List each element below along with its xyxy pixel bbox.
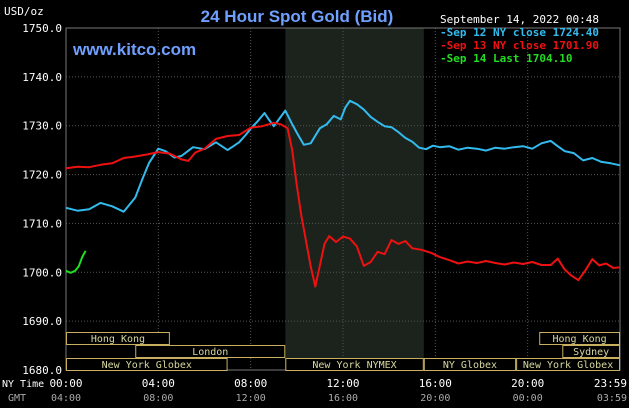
x-tick-label-ny: 23:59 [594, 377, 627, 390]
x-tick-label-ny: 08:00 [234, 377, 267, 390]
legend-entry: -Sep 14 Last 1704.10 [440, 52, 572, 65]
chart-title: 24 Hour Spot Gold (Bid) [201, 7, 394, 26]
price-series [65, 99, 621, 288]
nymex-shaded-region [285, 28, 424, 370]
session-label: New York Globex [523, 360, 613, 371]
session-box [135, 345, 286, 358]
x-row-label-ny: NY Time [2, 379, 44, 390]
x-tick-label-gmt: 03:59 [597, 393, 627, 404]
y-axis: 1750.0 1740.0 1730.0 1720.0 1710.0 1700.0 1690… [22, 22, 62, 377]
session-label: London [192, 347, 228, 358]
session-label: Hong Kong [553, 334, 607, 345]
x-row-label-gmt: GMT [8, 393, 26, 404]
session-label: NY Globex [443, 360, 497, 371]
x-tick-label-ny: 16:00 [419, 377, 452, 390]
session-box [562, 345, 621, 358]
session-box [423, 358, 517, 371]
session-label: Hong Kong [91, 334, 145, 345]
y-tick-label: 1730.0 [22, 120, 62, 133]
session-box [539, 332, 620, 345]
x-tick-label-gmt: 00:00 [513, 393, 543, 404]
series-line-2 [65, 121, 621, 288]
x-tick-label-ny: 20:00 [511, 377, 544, 390]
y-tick-label: 1740.0 [22, 71, 62, 84]
session-box [516, 358, 620, 371]
series-line-3 [65, 250, 87, 274]
legend: -Sep 12 NY close 1724.40-Sep 13 NY close… [440, 26, 599, 65]
y-tick-label: 1680.0 [22, 364, 62, 377]
y-tick-label: 1720.0 [22, 169, 62, 182]
x-tick-label-gmt: 20:00 [420, 393, 450, 404]
legend-entry: -Sep 13 NY close 1701.90 [440, 39, 599, 52]
x-axis: NY Time GMT 00:00 04:00 08:00 12:00 16:00 20:00… [2, 377, 627, 404]
x-tick-label-ny: 12:00 [326, 377, 359, 390]
x-tick-label-gmt: 12:00 [236, 393, 266, 404]
session-box [285, 358, 424, 371]
session-box [66, 358, 228, 371]
session-label: New York Globex [102, 360, 192, 371]
y-tick-label: 1750.0 [22, 22, 62, 35]
session-label: Sydney [573, 347, 609, 358]
x-tick-label-ny: 00:00 [49, 377, 82, 390]
date-stamp: September 14, 2022 00:48 [440, 13, 599, 26]
site-watermark: www.kitco.com [72, 40, 196, 59]
x-tick-label-ny: 04:00 [142, 377, 175, 390]
x-tick-label-gmt: 08:00 [143, 393, 173, 404]
x-tick-label-gmt: 04:00 [51, 393, 81, 404]
x-tick-label-gmt: 16:00 [328, 393, 358, 404]
nymex-shade-rect [285, 28, 424, 370]
unit-label: USD/oz [4, 5, 44, 18]
y-tick-label: 1690.0 [22, 315, 62, 328]
y-tick-label: 1710.0 [22, 217, 62, 230]
y-tick-label: 1700.0 [22, 266, 62, 279]
session-label: New York NYMEX [312, 360, 396, 371]
session-box [66, 332, 170, 345]
legend-entry: -Sep 12 NY close 1724.40 [440, 26, 599, 39]
